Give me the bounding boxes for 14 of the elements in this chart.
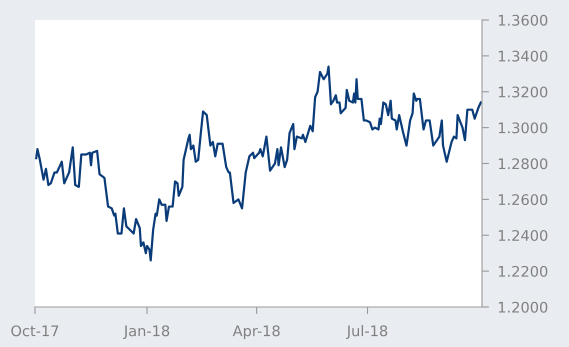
y-tick-label: 1.3600: [498, 14, 548, 26]
x-tick-label: Jan-18: [123, 325, 170, 340]
y-tick-label: 1.2000: [498, 302, 548, 313]
y-tick-label: 1.2600: [498, 194, 548, 206]
y-tick-label: 1.3400: [498, 50, 548, 62]
y-tick-label: 1.2800: [498, 158, 548, 170]
y-tick-label: 1.2400: [498, 230, 548, 241]
x-tick-label: Apr-18: [232, 325, 280, 340]
y-tick-label: 1.3200: [498, 86, 548, 98]
y-tick-label: 1.3000: [498, 122, 548, 134]
x-tick-label: Jul-18: [346, 325, 388, 340]
x-tick-label: Oct-17: [11, 325, 58, 336]
line-series: [35, 66, 482, 262]
y-tick-label: 1.2200: [498, 266, 548, 277]
